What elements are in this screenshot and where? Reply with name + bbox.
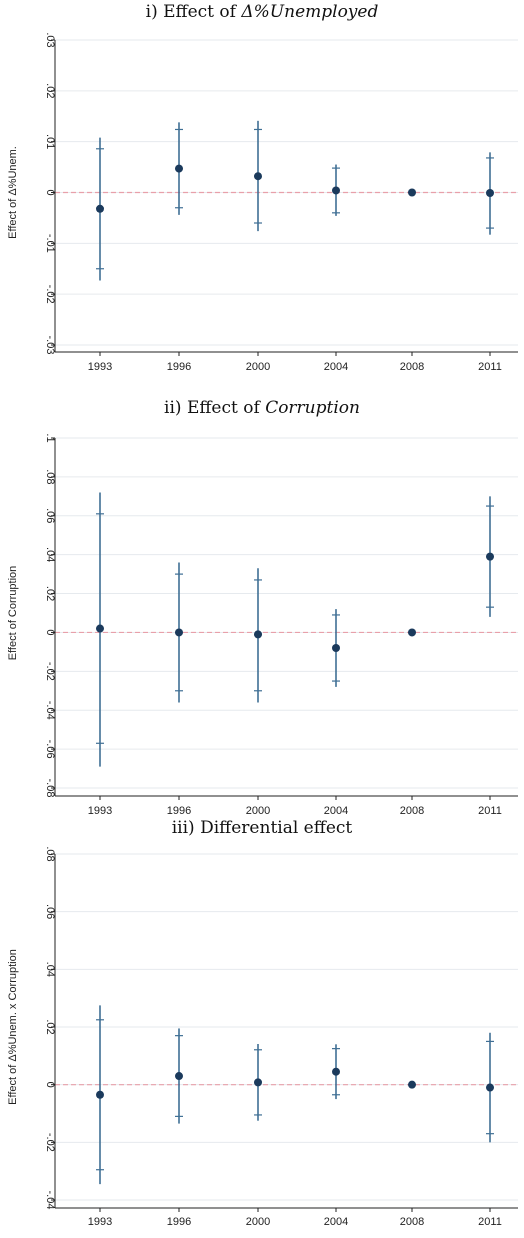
point-estimate xyxy=(254,172,262,181)
y-axis-title: Effect of Δ%Unem. xyxy=(7,146,19,239)
y-tick-label: .02 xyxy=(44,1019,56,1034)
data-point-2004 xyxy=(332,164,340,216)
point-estimate xyxy=(175,164,183,173)
x-tick-label: 2004 xyxy=(324,361,348,373)
panel-1-title: i) Effect of Δ%Unemployed xyxy=(0,2,524,22)
x-tick-label: 1996 xyxy=(167,805,191,816)
y-tick-label: -.08 xyxy=(44,779,56,798)
y-tick-label: .04 xyxy=(44,547,56,562)
point-estimate xyxy=(408,188,416,197)
point-estimate xyxy=(486,552,494,561)
data-point-1993 xyxy=(96,492,104,767)
x-tick-label: 2011 xyxy=(478,805,502,816)
panel-3-title: iii) Differential effect xyxy=(0,818,524,838)
panel-1-title-italic: Δ%Unemployed xyxy=(241,2,379,22)
y-tick-label: -.02 xyxy=(44,1133,56,1152)
y-tick-label: .03 xyxy=(44,32,56,47)
y-tick-label: .1 xyxy=(44,433,56,442)
x-tick-label: 2011 xyxy=(478,361,502,373)
x-tick-label: 2004 xyxy=(324,1216,348,1228)
x-tick-label: 2008 xyxy=(400,361,424,373)
data-point-2011 xyxy=(486,152,494,235)
panel-2-title-italic: Corruption xyxy=(265,398,360,418)
data-point-1996 xyxy=(175,562,183,703)
x-tick-label: 2000 xyxy=(246,361,270,373)
data-point-2000 xyxy=(254,1044,262,1121)
point-estimate xyxy=(175,1072,183,1081)
data-point-2000 xyxy=(254,120,262,232)
x-tick-label: 2000 xyxy=(246,805,270,816)
data-point-1996 xyxy=(175,1028,183,1124)
x-tick-label: 2011 xyxy=(478,1216,502,1228)
point-estimate xyxy=(332,1067,340,1076)
panel-2-title-prefix: ii) Effect of xyxy=(164,398,266,418)
y-tick-label: -.04 xyxy=(44,701,56,720)
y-tick-label: .02 xyxy=(44,83,56,98)
point-estimate xyxy=(96,1090,104,1099)
data-point-2011 xyxy=(486,496,494,617)
y-tick-label: 0 xyxy=(44,189,56,195)
data-point-2008 xyxy=(408,188,416,197)
chart-differential-effect: -.04 -.02 0 .02 .04 .06 .08 Effect of Δ%Unem. x… xyxy=(7,846,518,1228)
x-tick-label: 1996 xyxy=(167,361,191,373)
x-tick-label: 2008 xyxy=(400,805,424,816)
point-estimate xyxy=(96,624,104,633)
chart-corruption-effect: -.08 -.06 -.04 -.02 0 .02 .04 .06 .08 .1 Effect of… xyxy=(7,433,518,816)
x-tick-label: 2000 xyxy=(246,1216,270,1228)
y-tick-label: .08 xyxy=(44,846,56,861)
y-tick-label: .01 xyxy=(44,134,56,149)
y-tick-label: -.02 xyxy=(44,662,56,681)
x-tick-label: 2008 xyxy=(400,1216,424,1228)
point-estimate xyxy=(175,628,183,637)
point-estimate xyxy=(254,1078,262,1087)
point-estimate xyxy=(254,630,262,639)
data-point-1993 xyxy=(96,137,104,281)
y-tick-label: -.04 xyxy=(44,1191,56,1210)
panel-3-title-prefix: iii) Differential effect xyxy=(171,818,353,838)
point-estimate xyxy=(332,644,340,652)
x-tick-label: 2004 xyxy=(324,805,348,816)
data-point-1993 xyxy=(96,1005,104,1185)
x-tick-label: 1996 xyxy=(167,1216,191,1228)
y-tick-label: 0 xyxy=(44,629,56,635)
chart-unemployment-effect: -.03 -.02 -.01 0 .01 .02 .03 Effect of Δ%Unem. 1… xyxy=(7,32,518,373)
y-tick-label: .02 xyxy=(44,586,56,601)
data-point-2008 xyxy=(408,1080,416,1089)
y-axis-title: Effect of Δ%Unem. x Corruption xyxy=(7,949,19,1105)
y-tick-label: .08 xyxy=(44,469,56,484)
y-tick-label: .06 xyxy=(44,904,56,919)
point-estimate xyxy=(408,628,416,637)
data-point-2004 xyxy=(332,1044,340,1100)
point-estimate xyxy=(332,186,340,195)
x-tick-label: 1993 xyxy=(88,805,112,816)
y-tick-label: 0 xyxy=(44,1082,56,1088)
y-tick-label: -.02 xyxy=(44,285,56,304)
panel-1-title-prefix: i) Effect of xyxy=(145,2,242,22)
panel-2-title: ii) Effect of Corruption xyxy=(0,398,524,418)
y-tick-label: -.01 xyxy=(44,234,56,253)
y-tick-label: .04 xyxy=(44,962,56,977)
y-axis-title: Effect of Corruption xyxy=(7,566,19,661)
point-estimate xyxy=(486,1083,494,1092)
data-point-2011 xyxy=(486,1032,494,1143)
point-estimate xyxy=(408,1080,416,1089)
y-tick-label: -.06 xyxy=(44,740,56,759)
point-estimate xyxy=(486,189,494,198)
y-tick-label: -.03 xyxy=(44,336,56,355)
x-tick-label: 1993 xyxy=(88,361,112,373)
point-estimate xyxy=(96,204,104,213)
y-tick-label: .06 xyxy=(44,508,56,523)
x-tick-label: 1993 xyxy=(88,1216,112,1228)
data-point-2008 xyxy=(408,628,416,637)
data-point-1996 xyxy=(175,122,183,215)
data-point-2004 xyxy=(332,609,340,687)
data-point-2000 xyxy=(254,568,262,703)
